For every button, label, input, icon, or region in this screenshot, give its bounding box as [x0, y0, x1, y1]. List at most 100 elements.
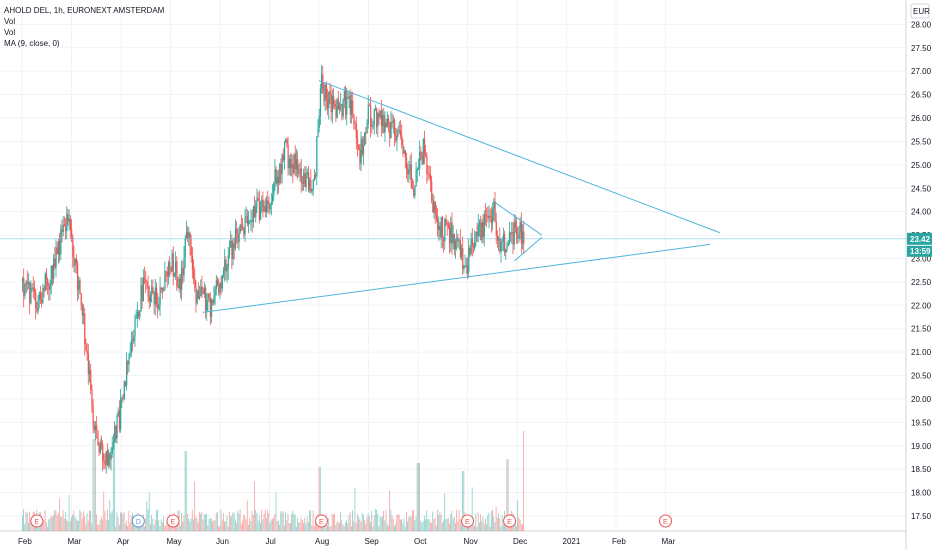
- earnings-marker[interactable]: E: [30, 514, 44, 528]
- candle-body: [69, 218, 72, 229]
- candle-body: [41, 299, 43, 304]
- volume-bar: [286, 520, 288, 531]
- candle-body: [116, 415, 118, 439]
- candle-body: [435, 214, 438, 220]
- volume-bar: [22, 515, 23, 531]
- svg-text:E: E: [170, 519, 175, 526]
- volume-bar: [213, 520, 215, 531]
- earnings-marker[interactable]: E: [461, 514, 474, 528]
- candle-body: [66, 214, 68, 232]
- candle-body: [391, 121, 393, 123]
- candle-body: [468, 247, 470, 273]
- volume-bar: [237, 510, 239, 531]
- volume-bar: [189, 521, 191, 531]
- earnings-marker[interactable]: E: [659, 514, 672, 528]
- candle-body: [339, 105, 341, 110]
- volume-bar: [45, 522, 47, 531]
- volume-bar: [215, 512, 217, 531]
- candle-body: [47, 279, 49, 285]
- volume-bar: [193, 519, 194, 531]
- volume-bar: [519, 519, 521, 531]
- candle-body: [494, 201, 496, 222]
- candle-body: [309, 179, 311, 191]
- volume-bar: [161, 522, 163, 531]
- volume-bar: [165, 525, 167, 531]
- candle-body: [68, 218, 70, 222]
- candle-body: [293, 153, 295, 174]
- svg-text:D: D: [136, 519, 141, 526]
- volume-bar: [92, 439, 94, 531]
- candle-body: [346, 97, 348, 115]
- volume-bar: [437, 509, 438, 531]
- volume-bar: [47, 526, 48, 531]
- volume-bar: [260, 523, 261, 531]
- x-tick-label: Oct: [414, 537, 427, 546]
- volume-bar: [44, 510, 46, 531]
- candle-body: [138, 312, 140, 318]
- volume-indicator-2[interactable]: Vol: [4, 28, 16, 37]
- candle-body: [152, 287, 154, 293]
- candle-body: [264, 206, 267, 212]
- svg-text:E: E: [663, 519, 668, 526]
- candle-body: [29, 282, 31, 304]
- moving-average-indicator[interactable]: MA (9, close, 0): [4, 39, 60, 48]
- volume-bar: [517, 500, 519, 531]
- volume-bar: [360, 521, 362, 531]
- volume-bar: [51, 517, 53, 531]
- candle-body: [426, 156, 428, 174]
- candle-body: [383, 114, 385, 133]
- earnings-marker[interactable]: E: [166, 514, 180, 528]
- volume-bar: [106, 509, 108, 531]
- candle-body: [252, 206, 255, 222]
- volume-bar: [289, 522, 291, 531]
- candle-body: [165, 271, 167, 273]
- earnings-marker[interactable]: E: [314, 514, 328, 528]
- candle-body: [280, 163, 282, 175]
- volume-bar: [239, 509, 241, 531]
- candle-body: [248, 221, 250, 224]
- candle-body: [512, 232, 514, 245]
- candle-body: [161, 288, 164, 291]
- y-tick-label: 19.50: [911, 418, 932, 427]
- volume-indicator-1[interactable]: Vol: [4, 17, 16, 26]
- candle-body: [478, 222, 481, 226]
- candle-body: [365, 132, 367, 134]
- volume-bar: [85, 524, 87, 531]
- candle-body: [60, 229, 62, 255]
- symbol-title[interactable]: AHOLD DEL, 1h, EURONEXT AMSTERDAM: [4, 6, 165, 15]
- candle-body: [194, 277, 196, 289]
- volume-bar: [222, 512, 224, 531]
- volume-bar: [400, 519, 401, 531]
- volume-bar: [121, 511, 123, 531]
- volume-bar: [124, 524, 126, 531]
- candle-body: [477, 225, 479, 237]
- volume-bar: [266, 518, 267, 531]
- candle-body: [155, 287, 158, 304]
- volume-bar: [382, 515, 383, 531]
- candle-body: [516, 228, 518, 237]
- volume-bar: [126, 520, 127, 531]
- candle-body: [443, 238, 445, 242]
- dividend-marker[interactable]: D: [131, 514, 145, 528]
- volume-bar: [123, 512, 125, 531]
- candle-body: [91, 389, 93, 406]
- candle-body: [139, 311, 141, 318]
- volume-bar: [374, 509, 376, 531]
- candle-body: [324, 84, 326, 102]
- candle-body: [237, 233, 239, 243]
- volume-bar: [60, 516, 62, 531]
- candle-body: [145, 279, 147, 282]
- x-tick-label: Dec: [513, 537, 527, 546]
- volume-bar: [435, 525, 437, 531]
- volume-bar: [62, 510, 64, 531]
- volume-bar: [305, 523, 307, 531]
- candle-body: [286, 139, 288, 145]
- candle-body: [337, 99, 340, 110]
- earnings-marker[interactable]: E: [503, 514, 517, 528]
- volume-bar: [195, 516, 197, 531]
- candle-body: [225, 259, 227, 272]
- volume-bar: [362, 515, 364, 531]
- candle-body: [187, 231, 189, 238]
